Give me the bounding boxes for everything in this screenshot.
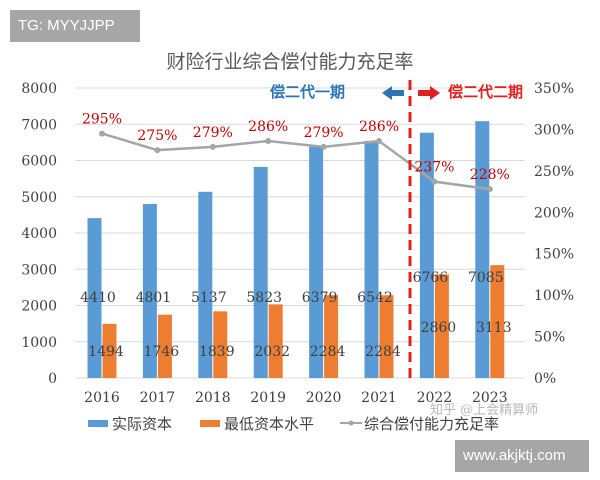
y-right-tick-label: 0% [534, 371, 556, 387]
point-solvency-ratio [265, 138, 272, 145]
data-label-minimum-capital: 2860 [421, 320, 457, 336]
data-label-solvency-ratio: 286% [359, 119, 399, 135]
data-label-solvency-ratio: 279% [193, 125, 233, 141]
point-solvency-ratio [209, 143, 216, 150]
y-left-tick-label: 0 [48, 371, 57, 387]
arrow-left-icon [382, 86, 404, 100]
y-right-tick-label: 350% [534, 81, 574, 97]
data-label-actual-capital: 7085 [468, 270, 504, 286]
y-left-tick-label: 5000 [21, 190, 57, 206]
bar-actual-capital [253, 166, 268, 378]
y-right-tick-label: 300% [534, 122, 574, 138]
data-label-actual-capital: 6766 [413, 270, 449, 286]
line-solvency-ratio [101, 132, 490, 191]
data-label-actual-capital: 5823 [246, 290, 282, 306]
y-left-tick-label: 4000 [21, 226, 57, 242]
data-label-solvency-ratio: 295% [82, 112, 122, 128]
data-label-minimum-capital: 2284 [365, 344, 401, 360]
x-tick-label: 2023 [472, 390, 508, 406]
y-left-tick-label: 7000 [21, 117, 57, 133]
point-solvency-ratio [320, 143, 327, 150]
data-label-solvency-ratio: 228% [470, 167, 510, 183]
bar-actual-capital [475, 121, 490, 378]
y-left-tick-label: 6000 [21, 154, 57, 170]
y-right-tick-label: 200% [534, 205, 574, 221]
bar-actual-capital [419, 132, 434, 378]
y-left-tick-label: 2000 [21, 299, 57, 315]
x-tick-label: 2018 [195, 390, 231, 406]
bar-actual-capital [142, 203, 157, 378]
legend-label: 最低资本水平 [224, 415, 314, 433]
data-label-actual-capital: 4801 [136, 290, 172, 306]
source-watermark: 知乎 @上会精算师 [430, 402, 538, 418]
point-solvency-ratio [486, 186, 493, 193]
bar-minimum-capital [324, 295, 339, 378]
arrow-right-icon [418, 86, 440, 100]
legend-label: 实际资本 [112, 415, 172, 433]
data-label-minimum-capital: 2284 [310, 344, 346, 360]
legend-swatch-marker [348, 420, 354, 426]
legend-swatch [88, 420, 108, 427]
legend-swatch [200, 420, 220, 427]
bar-actual-capital [198, 191, 213, 378]
data-label-actual-capital: 6379 [302, 290, 338, 306]
legend-label: 综合偿付能力充足率 [364, 415, 499, 433]
point-solvency-ratio [431, 178, 438, 185]
data-label-minimum-capital: 1494 [88, 344, 124, 360]
point-solvency-ratio [99, 130, 105, 137]
y-right-tick-label: 100% [534, 288, 574, 304]
bar-minimum-capital [157, 314, 172, 378]
data-label-minimum-capital: 2032 [254, 344, 290, 360]
point-solvency-ratio [376, 138, 382, 145]
y-left-tick-label: 8000 [21, 81, 57, 97]
data-label-actual-capital: 6542 [357, 290, 393, 306]
y-right-tick-label: 150% [534, 247, 574, 263]
chart-title: 财险行业综合偿付能力充足率 [166, 51, 413, 73]
y-right-tick-label: 250% [534, 164, 574, 180]
y-left-tick-label: 1000 [21, 335, 57, 351]
bar-minimum-capital [268, 304, 283, 378]
y-left-tick-label: 3000 [21, 262, 57, 278]
bar-actual-capital [309, 146, 324, 378]
x-tick-label: 2017 [140, 390, 176, 406]
bar-minimum-capital [434, 274, 449, 378]
x-tick-label: 2021 [361, 390, 397, 406]
data-label-minimum-capital: 1746 [144, 344, 180, 360]
data-label-actual-capital: 5137 [191, 290, 227, 306]
x-tick-label: 2020 [306, 390, 342, 406]
data-label-solvency-ratio: 279% [304, 125, 344, 141]
phase2-label: 偿二代二期 [448, 83, 523, 101]
bar-minimum-capital [102, 323, 117, 378]
data-label-solvency-ratio: 286% [248, 119, 288, 135]
data-label-solvency-ratio: 237% [414, 160, 454, 176]
x-tick-label: 2019 [250, 390, 286, 406]
x-tick-label: 2022 [417, 390, 453, 406]
phase1-label: 偿二代一期 [270, 83, 345, 101]
point-solvency-ratio [154, 147, 161, 154]
x-tick-label: 2016 [84, 390, 120, 406]
watermark-tag-top: TG: MYYJJPP [10, 10, 140, 42]
bar-actual-capital [87, 218, 102, 378]
data-label-solvency-ratio: 275% [137, 128, 177, 144]
data-label-minimum-capital: 1839 [199, 344, 235, 360]
watermark-tag-bottom: www.akjktj.com [455, 440, 589, 472]
data-label-minimum-capital: 3113 [476, 320, 512, 336]
bar-minimum-capital [379, 295, 394, 378]
data-label-actual-capital: 4410 [80, 290, 116, 306]
bar-minimum-capital [213, 311, 228, 378]
y-right-tick-label: 50% [534, 330, 565, 346]
bar-minimum-capital [490, 265, 505, 378]
bar-actual-capital [364, 140, 379, 378]
